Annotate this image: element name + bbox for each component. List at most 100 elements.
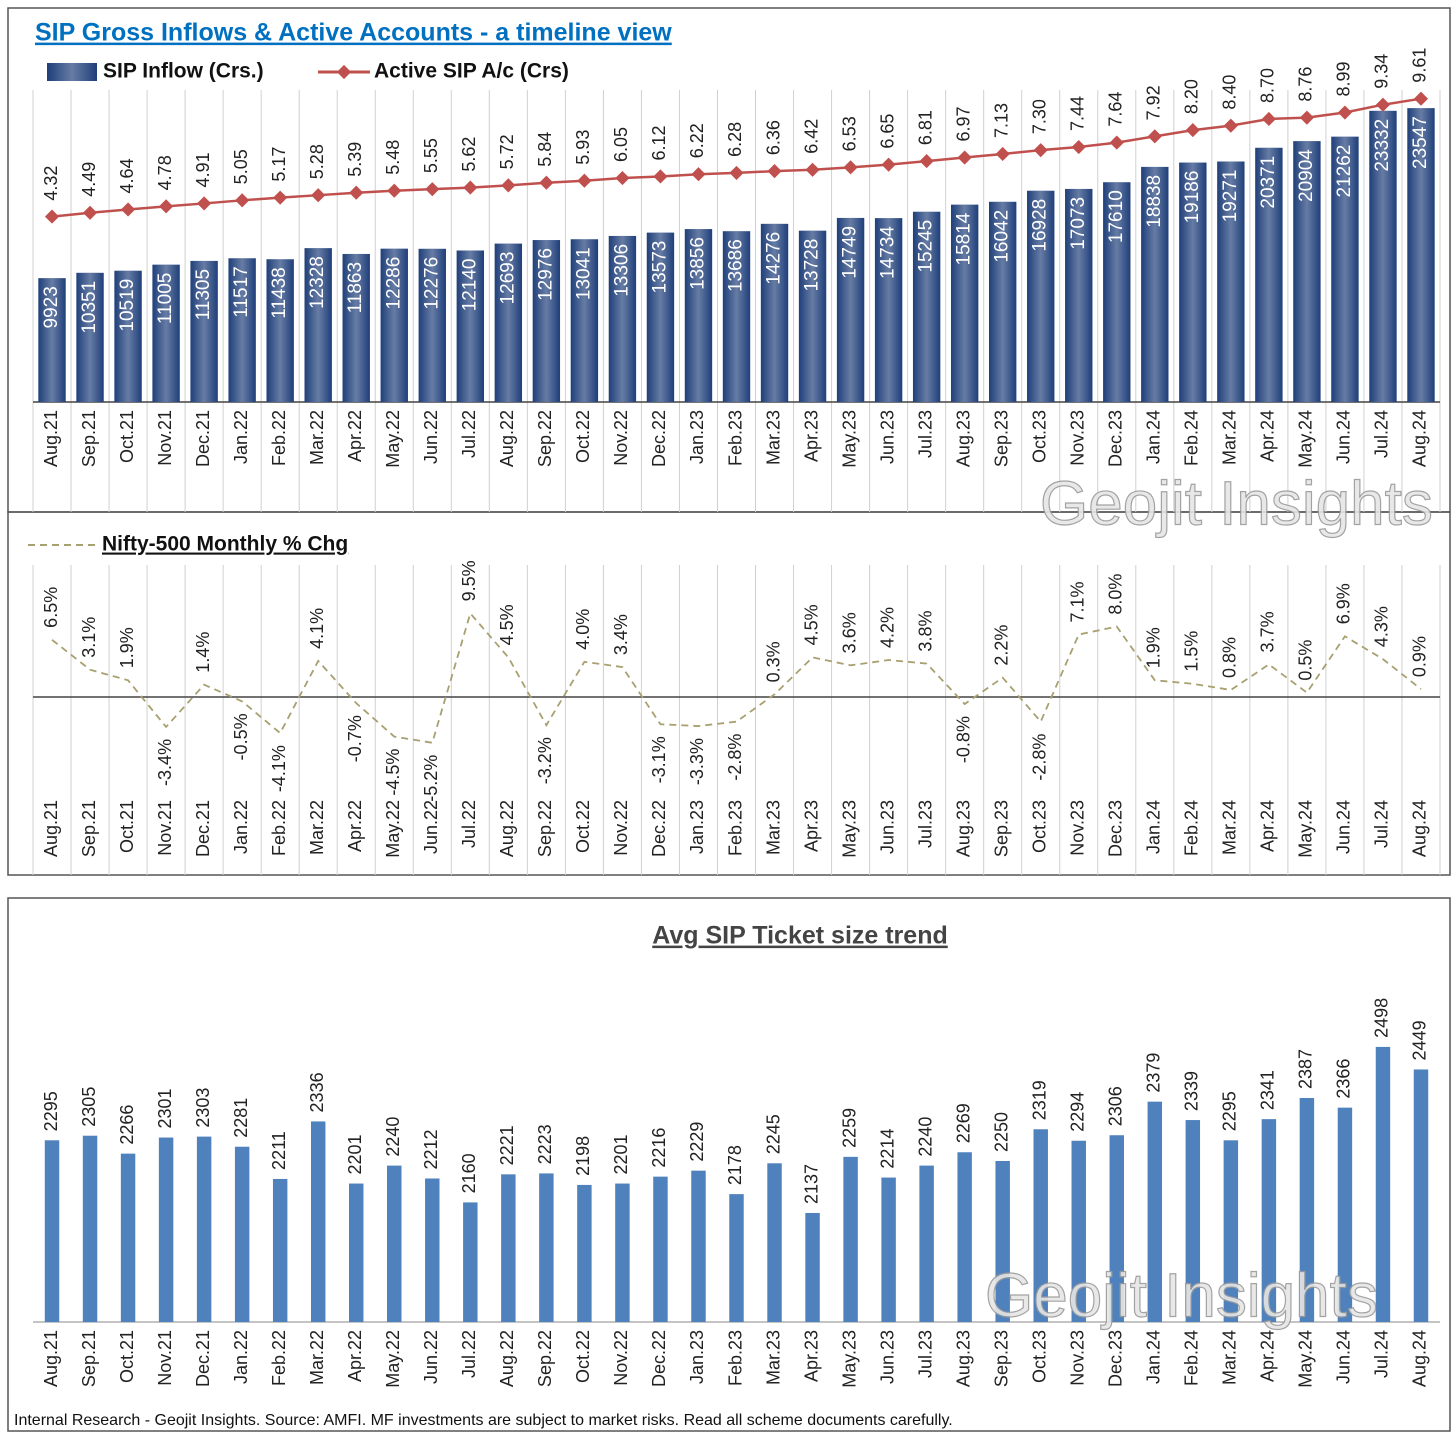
line-marker bbox=[387, 183, 402, 198]
x-tick-label: Jun.23 bbox=[877, 1330, 897, 1384]
bar-value-label: 9923 bbox=[41, 286, 62, 328]
x-tick-label: Jan.23 bbox=[687, 1330, 707, 1384]
bar-value-label: 13686 bbox=[726, 239, 747, 292]
bar-value-label: 2339 bbox=[1182, 1071, 1202, 1111]
x-tick-label: Jan.22 bbox=[231, 410, 251, 464]
line-value-label: 0.3% bbox=[763, 641, 783, 682]
panel-frame bbox=[7, 897, 1451, 1432]
line-marker bbox=[691, 167, 706, 182]
line-marker bbox=[425, 182, 440, 197]
bar-sheen bbox=[684, 229, 713, 402]
line-value-label: 6.36 bbox=[763, 120, 783, 155]
x-tick-label: Dec.23 bbox=[1106, 800, 1126, 857]
x-tick-label: Nov.23 bbox=[1067, 1330, 1087, 1386]
line-value-label: 7.13 bbox=[991, 103, 1011, 138]
x-tick-label: Aug.23 bbox=[953, 800, 973, 857]
x-tick-label: May.22 bbox=[383, 1330, 403, 1388]
bar-value-label: 2212 bbox=[421, 1129, 441, 1169]
x-tick-label: Aug.24 bbox=[1410, 410, 1430, 467]
bar bbox=[729, 1194, 744, 1322]
bar-sheen bbox=[1255, 147, 1283, 402]
x-tick-label: May.24 bbox=[1296, 1330, 1316, 1388]
line-value-label: 6.05 bbox=[611, 127, 631, 162]
x-tick-label: Jul.23 bbox=[915, 1330, 935, 1378]
line-value-label: 7.64 bbox=[1106, 92, 1126, 127]
bar bbox=[1299, 1097, 1315, 1322]
bar bbox=[957, 1152, 972, 1322]
x-tick-label: Dec.23 bbox=[1106, 1330, 1126, 1387]
bar-value-label: 19271 bbox=[1220, 169, 1241, 222]
x-tick-label: Dec.22 bbox=[649, 800, 669, 857]
bar-sheen bbox=[722, 231, 751, 402]
line-value-label: 6.12 bbox=[649, 125, 669, 160]
bar-value-label: 19186 bbox=[1182, 171, 1203, 224]
line-value-label: 1.5% bbox=[1182, 631, 1202, 672]
bar-sheen bbox=[950, 204, 979, 402]
bar bbox=[767, 1163, 782, 1322]
x-tick-label: Oct.21 bbox=[117, 800, 137, 853]
bar-value-label: 10351 bbox=[79, 281, 100, 334]
x-tick-label: Feb.24 bbox=[1182, 1330, 1202, 1386]
line bbox=[51, 611, 1422, 744]
bar-sheen bbox=[874, 218, 903, 402]
x-tick-label: May.23 bbox=[839, 410, 859, 468]
line-value-label: 7.1% bbox=[1067, 581, 1087, 622]
bar-value-label: 2294 bbox=[1067, 1092, 1087, 1132]
x-tick-label: Aug.21 bbox=[41, 1330, 61, 1387]
line-value-label: 6.97 bbox=[953, 106, 973, 141]
x-tick-label: Sep.22 bbox=[535, 410, 555, 467]
line-value-label: 9.5% bbox=[459, 560, 479, 601]
bar-value-label: 11305 bbox=[193, 269, 214, 320]
line-marker bbox=[1185, 123, 1200, 138]
bar-value-label: 2211 bbox=[269, 1131, 289, 1170]
x-tick-label: Sep.22 bbox=[535, 800, 555, 857]
x-tick-label: Dec.21 bbox=[193, 800, 213, 857]
bar-sheen bbox=[228, 258, 256, 402]
bar-sheen bbox=[456, 250, 485, 402]
line-value-label: 5.62 bbox=[459, 137, 479, 172]
bar bbox=[158, 1137, 174, 1322]
line-marker bbox=[311, 188, 326, 203]
line-marker bbox=[1071, 139, 1086, 155]
bar-value-label: 2221 bbox=[497, 1125, 517, 1165]
line-value-label: 5.17 bbox=[269, 147, 289, 182]
bar-sheen bbox=[380, 248, 408, 402]
x-tick-label: Dec.22 bbox=[649, 410, 669, 467]
line-marker bbox=[44, 209, 60, 224]
x-tick-label: Mar.24 bbox=[1220, 800, 1240, 855]
x-tick-label: Mar.23 bbox=[763, 1330, 783, 1385]
x-tick-label: Sep.22 bbox=[535, 1330, 555, 1387]
x-tick-label: Jul.24 bbox=[1372, 800, 1392, 848]
bar-value-label: 2449 bbox=[1410, 1020, 1430, 1060]
bar-sheen bbox=[1103, 182, 1131, 402]
bar bbox=[1185, 1120, 1201, 1322]
bar bbox=[1261, 1119, 1277, 1322]
line-value-label: 3.1% bbox=[79, 617, 99, 658]
line-value-label: 6.65 bbox=[877, 114, 897, 149]
line-value-label: 1.9% bbox=[117, 627, 137, 668]
line-marker bbox=[1033, 143, 1048, 158]
bar-value-label: 13856 bbox=[687, 237, 708, 290]
x-tick-label: Feb.22 bbox=[269, 1330, 289, 1386]
bar-value-label: 18838 bbox=[1144, 175, 1165, 228]
x-tick-label: Aug.24 bbox=[1410, 800, 1430, 857]
bar-sheen bbox=[988, 201, 1017, 402]
line-value-label: 8.70 bbox=[1258, 68, 1278, 103]
line-value-label: 4.5% bbox=[801, 604, 821, 645]
bar-value-label: 2341 bbox=[1258, 1070, 1278, 1110]
x-tick-label: Mar.22 bbox=[307, 1330, 327, 1385]
line-marker bbox=[120, 202, 136, 217]
bar bbox=[653, 1176, 668, 1322]
line-marker bbox=[767, 164, 782, 179]
line-marker bbox=[349, 185, 364, 200]
bar-sheen bbox=[912, 211, 941, 402]
bar bbox=[843, 1156, 858, 1322]
x-tick-label: Apr.24 bbox=[1258, 800, 1278, 852]
line-marker bbox=[1299, 110, 1314, 125]
bar-sheen bbox=[1217, 161, 1245, 402]
x-tick-label: Sep.23 bbox=[991, 800, 1011, 857]
x-tick-label: Aug.21 bbox=[41, 800, 61, 857]
line-marker bbox=[995, 146, 1010, 162]
line-value-label: 5.48 bbox=[383, 140, 403, 175]
bar bbox=[1375, 1046, 1391, 1322]
